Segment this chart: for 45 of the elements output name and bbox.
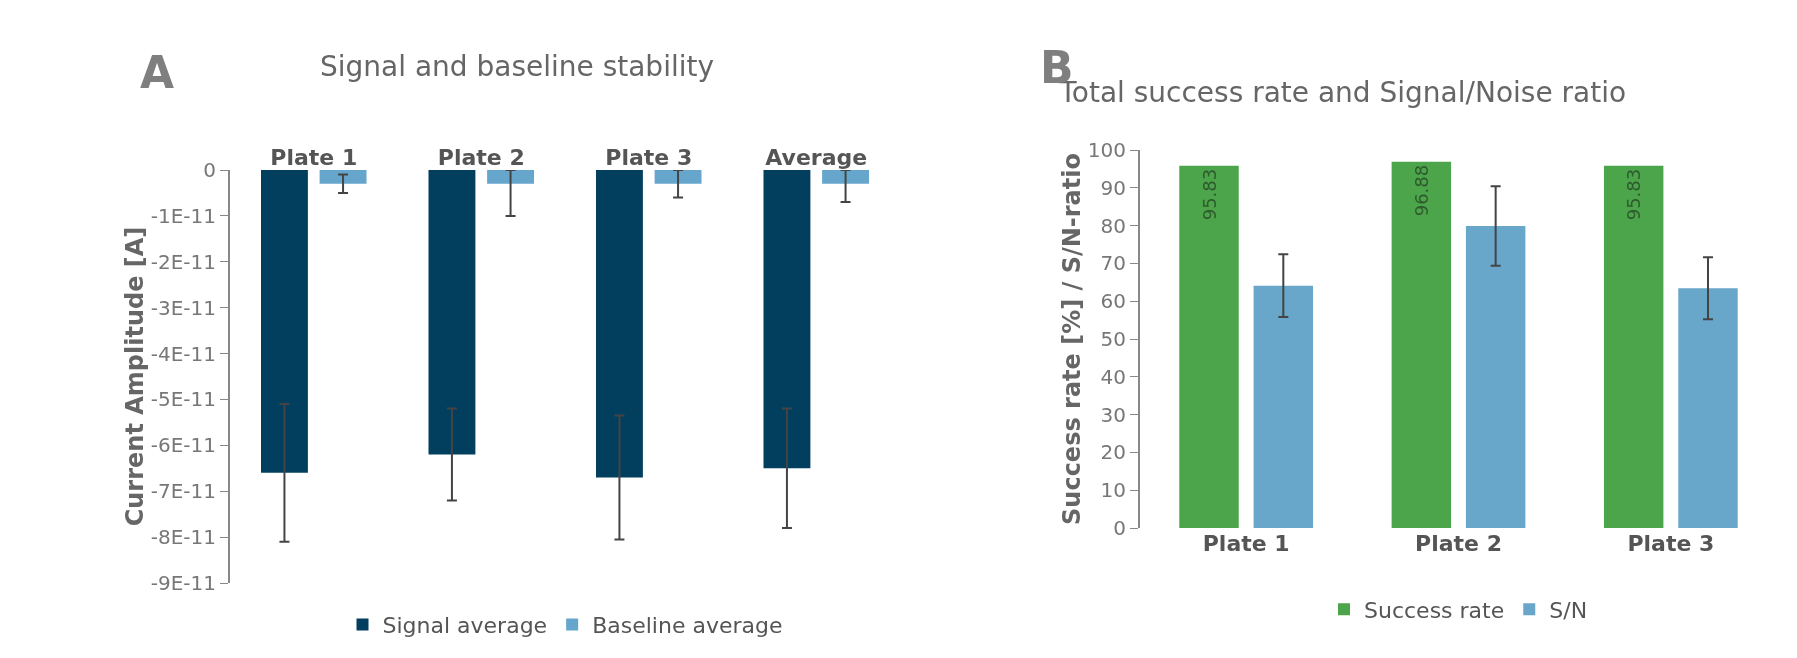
- y-tick-label: -5E-11: [150, 387, 216, 412]
- data-label: 96.88: [1410, 164, 1432, 217]
- legend-label: S/N: [1549, 597, 1588, 623]
- x-tick-label: Average: [765, 144, 868, 170]
- y-tick-label: 70: [1100, 251, 1126, 276]
- legend-label: Success rate: [1364, 597, 1505, 623]
- x-tick-label: Plate 2: [437, 144, 525, 170]
- bar: [1253, 285, 1314, 528]
- bar: [1678, 288, 1738, 528]
- y-tick-label: 20: [1100, 440, 1126, 465]
- y-tick-label: 10: [1100, 478, 1126, 503]
- data-label: 95.83: [1198, 168, 1220, 221]
- y-tick-label: -1E-11: [150, 203, 216, 228]
- text: A: [140, 47, 175, 98]
- y-axis-title: Current Amplitude [A]: [120, 226, 149, 527]
- y-tick-label: 60: [1100, 289, 1126, 314]
- y-tick-label: -8E-11: [150, 525, 216, 550]
- y-tick-label: 50: [1100, 327, 1126, 351]
- x-tick-label: Plate 1: [1202, 531, 1290, 556]
- y-tick-label: -6E-11: [150, 433, 216, 458]
- y-tick-label: 40: [1100, 364, 1126, 389]
- data-label: 95.83: [1623, 168, 1645, 221]
- x-tick-label: Plate 3: [1627, 531, 1715, 556]
- y-tick-label: -9E-11: [150, 571, 216, 595]
- legend-label: Signal average: [382, 613, 548, 639]
- y-tick-label: -4E-11: [150, 341, 216, 366]
- bar: [1603, 165, 1664, 528]
- y-tick-label: -7E-11: [150, 479, 216, 504]
- x-tick-label: Plate 1: [270, 144, 358, 170]
- legend-label: Baseline average: [592, 613, 783, 639]
- y-tick-label: -2E-11: [150, 249, 216, 274]
- x-tick-label: Plate 2: [1415, 531, 1502, 556]
- y-tick-label: -3E-11: [150, 295, 216, 320]
- y-tick-label: 80: [1100, 213, 1126, 238]
- y-tick-label: 90: [1100, 175, 1126, 200]
- y-tick-label: 30: [1100, 402, 1126, 427]
- y-tick-label: 0: [203, 158, 216, 182]
- chart-title: Signal and baseline stability: [319, 49, 715, 83]
- y-tick-label: 0: [1113, 516, 1126, 540]
- x-tick-label: Plate 3: [605, 144, 693, 170]
- bar: [1465, 225, 1526, 528]
- y-axis-title: Success rate [%] / S/N-ratio: [1057, 153, 1086, 525]
- y-tick-label: 100: [1087, 138, 1126, 162]
- bar: [1391, 161, 1452, 528]
- bar: [1179, 165, 1239, 528]
